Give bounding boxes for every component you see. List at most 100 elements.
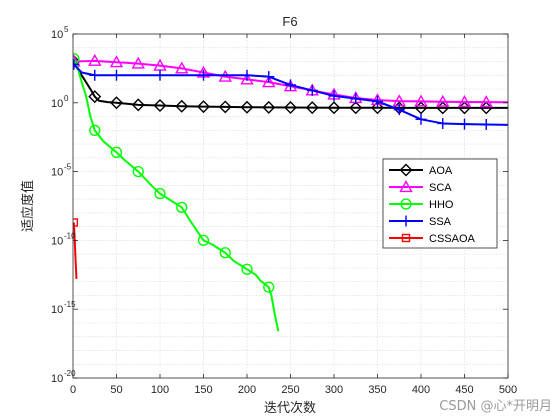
x-tick-label: 250 bbox=[281, 384, 299, 396]
data-point bbox=[262, 75, 276, 88]
x-tick-label: 100 bbox=[151, 384, 169, 396]
data-point bbox=[371, 101, 384, 115]
y-tick-exponent: -5 bbox=[64, 163, 72, 172]
data-point bbox=[73, 218, 79, 227]
legend-label: HHO bbox=[429, 199, 454, 211]
data-point bbox=[457, 95, 472, 108]
watermark: CSDN @心*开明月 bbox=[439, 399, 552, 414]
data-point bbox=[110, 96, 123, 110]
data-point bbox=[414, 94, 428, 107]
data-point bbox=[109, 55, 124, 68]
legend-marker bbox=[400, 198, 412, 210]
data-point bbox=[263, 71, 275, 83]
series-line-hho bbox=[73, 58, 280, 332]
y-tick-label: 10 bbox=[51, 373, 63, 385]
data-point bbox=[479, 95, 493, 108]
data-point bbox=[306, 84, 318, 96]
data-point bbox=[131, 98, 145, 112]
y-tick-exponent: -15 bbox=[64, 300, 76, 309]
legend-item-aoa: AOA bbox=[389, 163, 453, 177]
data-point bbox=[393, 104, 405, 116]
data-point bbox=[154, 69, 166, 81]
x-tick-label: 400 bbox=[412, 384, 430, 396]
legend-item-hho: HHO bbox=[389, 198, 454, 211]
series-cssaoa bbox=[73, 218, 79, 279]
data-point bbox=[328, 90, 340, 102]
data-point bbox=[437, 117, 449, 129]
legend-marker bbox=[399, 163, 413, 177]
data-point bbox=[175, 61, 189, 74]
x-tick-label: 350 bbox=[368, 384, 386, 396]
y-tick-exponent: 5 bbox=[64, 25, 69, 34]
y-tick-exponent: 0 bbox=[64, 94, 69, 103]
data-point bbox=[284, 100, 297, 114]
data-point bbox=[197, 234, 210, 247]
legend-label: SSA bbox=[429, 216, 452, 228]
x-tick-label: 450 bbox=[455, 384, 473, 396]
data-point bbox=[89, 124, 101, 136]
data-point bbox=[197, 100, 210, 114]
y-tick-label: 10 bbox=[51, 29, 63, 41]
legend-label: SCA bbox=[429, 182, 452, 194]
data-point bbox=[436, 94, 450, 107]
data-point bbox=[241, 69, 253, 81]
data-point bbox=[327, 101, 341, 115]
x-tick-label: 300 bbox=[325, 384, 343, 396]
data-point bbox=[176, 201, 188, 214]
data-point bbox=[263, 281, 275, 293]
data-point bbox=[110, 146, 123, 158]
legend-label: AOA bbox=[429, 165, 453, 177]
data-point bbox=[131, 56, 145, 69]
data-point bbox=[218, 100, 232, 114]
x-tick-label: 500 bbox=[499, 384, 517, 396]
data-point bbox=[89, 69, 101, 81]
data-point bbox=[88, 90, 102, 104]
data-point bbox=[241, 263, 253, 275]
data-point bbox=[132, 165, 144, 178]
data-point bbox=[372, 95, 383, 107]
legend-item-cssaoa: CSSAOA bbox=[389, 233, 476, 245]
x-tick-label: 200 bbox=[238, 384, 256, 396]
y-tick-exponent: -10 bbox=[64, 231, 76, 240]
data-point bbox=[305, 101, 319, 115]
data-point bbox=[240, 72, 254, 85]
y-tick-label: 10 bbox=[51, 167, 63, 179]
data-point bbox=[175, 99, 189, 113]
legend-marker bbox=[401, 233, 411, 243]
data-point bbox=[154, 187, 166, 200]
data-point bbox=[240, 100, 254, 114]
legend-item-ssa: SSA bbox=[389, 215, 452, 228]
legend-marker bbox=[400, 215, 412, 227]
legend-item-sca: SCA bbox=[389, 180, 452, 194]
data-point bbox=[111, 69, 122, 81]
legend-label: CSSAOA bbox=[429, 233, 476, 245]
x-tick-label: 0 bbox=[70, 384, 76, 396]
data-point bbox=[415, 113, 427, 125]
data-point bbox=[349, 101, 363, 115]
x-tick-label: 150 bbox=[194, 384, 212, 396]
chart-title: F6 bbox=[282, 14, 297, 29]
y-axis-label: 适应度值 bbox=[20, 180, 36, 232]
data-point bbox=[198, 69, 209, 81]
series-ssa bbox=[73, 58, 508, 131]
data-point bbox=[73, 58, 80, 70]
data-point bbox=[350, 93, 362, 105]
data-point bbox=[262, 100, 276, 114]
data-point bbox=[285, 79, 296, 91]
data-point bbox=[153, 99, 167, 113]
y-tick-label: 10 bbox=[51, 304, 63, 316]
y-tick-label: 10 bbox=[51, 98, 63, 110]
x-axis-label: 迭代次数 bbox=[264, 400, 316, 416]
x-tick-label: 50 bbox=[110, 384, 122, 396]
y-tick-label: 10 bbox=[51, 235, 63, 247]
series-line-cssaoa bbox=[73, 222, 78, 279]
series-line-aoa bbox=[73, 61, 508, 109]
data-point bbox=[88, 53, 102, 66]
data-point bbox=[459, 118, 470, 130]
legend-marker bbox=[399, 180, 413, 193]
data-point bbox=[480, 119, 492, 131]
data-point bbox=[219, 247, 231, 259]
legend: AOA SCA HHO SSA CSSAOA bbox=[382, 158, 498, 249]
